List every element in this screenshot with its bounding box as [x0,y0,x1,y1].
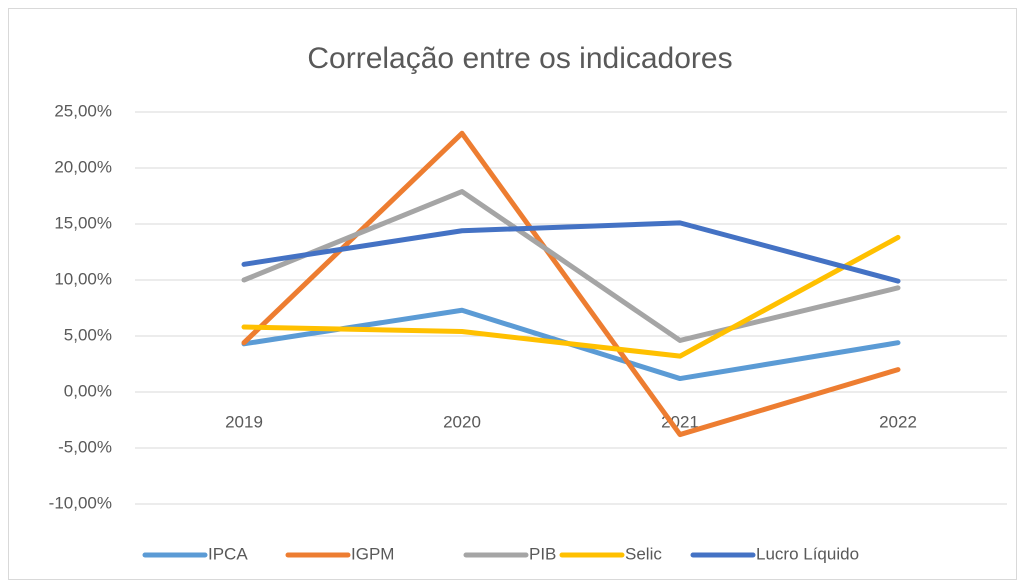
y-tick-label: 15,00% [54,213,112,232]
line-series [241,220,901,284]
y-tick-label: 5,00% [64,325,112,344]
y-tick-label: -10,00% [49,493,112,512]
legend-label: Lucro Líquido [756,544,859,563]
chart-title: Correlação entre os indicadores [307,42,732,75]
x-tick-label: 2020 [443,412,481,431]
legend-label: Selic [625,544,662,563]
y-tick-label: 25,00% [54,101,112,120]
y-tick-label: 20,00% [54,157,112,176]
y-tick-label: -5,00% [58,437,112,456]
legend-label: IPCA [208,544,248,563]
y-tick-label: 0,00% [64,381,112,400]
chart-border [8,8,1017,580]
line-series [241,234,901,359]
line-series [241,189,901,343]
legend-label: PIB [529,544,556,563]
x-tick-label: 2022 [879,412,917,431]
x-tick-label: 2019 [225,412,263,431]
y-tick-label: 10,00% [54,269,112,288]
legend-label: IGPM [351,544,394,563]
